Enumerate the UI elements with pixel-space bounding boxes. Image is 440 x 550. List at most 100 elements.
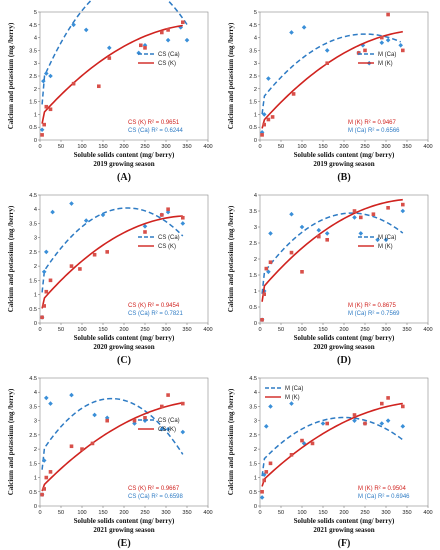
y-tick-label: 4 bbox=[254, 390, 257, 396]
trendline-k bbox=[41, 215, 183, 309]
data-point-k bbox=[181, 20, 185, 25]
legend-entry: M (K) bbox=[378, 61, 393, 67]
y-tick-label: 2.5 bbox=[29, 433, 37, 439]
r2-annotation: CS (Ca) R² = 0.7821 bbox=[128, 311, 184, 317]
data-point-k bbox=[401, 48, 405, 53]
season-label: 2020 growing season bbox=[313, 343, 374, 351]
data-point-k bbox=[42, 487, 46, 491]
y-tick-label: 0.5 bbox=[29, 125, 37, 131]
data-point-ca bbox=[178, 25, 183, 30]
data-point-ca bbox=[69, 201, 74, 206]
y-tick-label: 0.5 bbox=[249, 305, 257, 311]
season-label: 2020 growing season bbox=[93, 343, 154, 351]
data-point-k bbox=[44, 289, 49, 294]
x-tick-label: 150 bbox=[98, 510, 107, 516]
data-point-k bbox=[139, 43, 143, 48]
trendline-k bbox=[41, 24, 183, 124]
y-tick-label: 2 bbox=[254, 87, 257, 93]
season-label: 2021 growing season bbox=[93, 526, 154, 534]
x-tick-label: 100 bbox=[297, 327, 306, 333]
data-point-k bbox=[78, 267, 82, 271]
data-point-k bbox=[359, 215, 363, 220]
data-point-k bbox=[166, 207, 170, 212]
data-point-ca bbox=[107, 45, 112, 51]
data-point-k bbox=[268, 260, 273, 264]
y-tick-label: 1 bbox=[254, 476, 257, 482]
data-point-ca bbox=[289, 211, 294, 217]
data-point-ca bbox=[44, 71, 49, 76]
data-point-ca bbox=[360, 42, 366, 48]
y-tick-label: 5 bbox=[254, 10, 257, 16]
y-tick-label: 2.5 bbox=[249, 433, 257, 439]
x-tick-label: 0 bbox=[38, 510, 41, 516]
data-point-ca bbox=[324, 231, 330, 236]
data-point-k bbox=[48, 278, 53, 283]
data-point-k bbox=[386, 206, 390, 210]
data-point-k bbox=[48, 470, 53, 474]
y-tick-label: 0 bbox=[34, 504, 37, 510]
data-point-ca bbox=[180, 221, 186, 226]
data-point-ca bbox=[383, 237, 389, 243]
data-point-k bbox=[310, 441, 315, 446]
y-tick-label: 0 bbox=[254, 138, 257, 144]
data-point-ca bbox=[320, 421, 326, 426]
data-point-k bbox=[386, 12, 390, 17]
x-tick-label: 50 bbox=[278, 327, 284, 333]
trendline-ca bbox=[41, 397, 184, 470]
data-point-ca bbox=[358, 231, 364, 236]
y-tick-label: 3.5 bbox=[249, 404, 257, 410]
y-tick-label: 4.5 bbox=[249, 23, 257, 29]
trendline-ca bbox=[261, 33, 401, 115]
r2-annotation: M (Ca) R² = 0.6566 bbox=[348, 128, 400, 134]
data-point-ca bbox=[400, 208, 406, 214]
data-point-ca bbox=[398, 42, 403, 48]
y-tick-label: 1 bbox=[34, 476, 37, 482]
y-tick-label: 3.5 bbox=[249, 48, 257, 54]
y-tick-label: 4.5 bbox=[29, 193, 37, 199]
x-tick-label: 150 bbox=[318, 144, 327, 150]
data-point-k bbox=[69, 264, 74, 268]
data-point-k bbox=[380, 401, 384, 406]
data-point-ca bbox=[289, 30, 294, 35]
x-tick-label: 250 bbox=[360, 327, 369, 333]
data-point-k bbox=[264, 470, 269, 474]
y-tick-label: 4.5 bbox=[29, 376, 37, 382]
x-tick-label: 300 bbox=[161, 327, 170, 333]
data-point-k bbox=[71, 81, 76, 86]
y-tick-label: 2.5 bbox=[29, 250, 37, 256]
trendline-ca bbox=[261, 416, 404, 477]
data-point-k bbox=[325, 61, 329, 65]
panel-f: 0 50 100 150 200 250 300 350 400 0 0.5 1 1.5 2 2.5 3 3.5… bbox=[227, 376, 433, 549]
x-tick-label: 150 bbox=[318, 327, 327, 333]
data-point-ca bbox=[259, 495, 265, 500]
y-tick-label: 2 bbox=[34, 264, 37, 270]
y-tick-label: 3 bbox=[254, 61, 257, 67]
data-point-k bbox=[352, 413, 357, 417]
data-point-ca bbox=[41, 269, 47, 275]
x-axis-label: Soluble solids content (mg/ berry) bbox=[294, 334, 395, 342]
x-tick-label: 350 bbox=[182, 327, 191, 333]
data-point-k bbox=[356, 51, 361, 55]
x-tick-label: 400 bbox=[423, 327, 432, 333]
x-tick-label: 250 bbox=[140, 144, 149, 150]
y-axis-label: Calcium and potassium (mg /berry) bbox=[7, 22, 15, 129]
x-tick-label: 0 bbox=[258, 510, 261, 516]
panel-e: 0 50 100 150 200 250 300 350 400 0 0.5 1 1.5 2 2.5 3 3.5… bbox=[7, 376, 213, 549]
data-point-k bbox=[97, 84, 101, 89]
data-point-ca bbox=[100, 212, 106, 218]
x-tick-label: 350 bbox=[402, 510, 411, 516]
data-point-k bbox=[289, 453, 294, 457]
x-tick-label: 300 bbox=[161, 510, 170, 516]
y-tick-label: 2.5 bbox=[249, 74, 257, 80]
x-tick-label: 250 bbox=[140, 327, 149, 333]
legend-entry: CS (K) bbox=[158, 427, 176, 433]
data-point-ca bbox=[289, 401, 294, 406]
data-point-k bbox=[105, 250, 109, 254]
legend-entry: CS (Ca) bbox=[158, 418, 180, 424]
data-point-k bbox=[300, 438, 304, 443]
x-tick-label: 50 bbox=[58, 510, 64, 516]
x-tick-label: 50 bbox=[58, 327, 64, 333]
r2-annotation: CS (K) R² = 0.9454 bbox=[128, 303, 180, 309]
data-point-ca bbox=[165, 37, 171, 43]
data-point-k bbox=[166, 28, 170, 32]
